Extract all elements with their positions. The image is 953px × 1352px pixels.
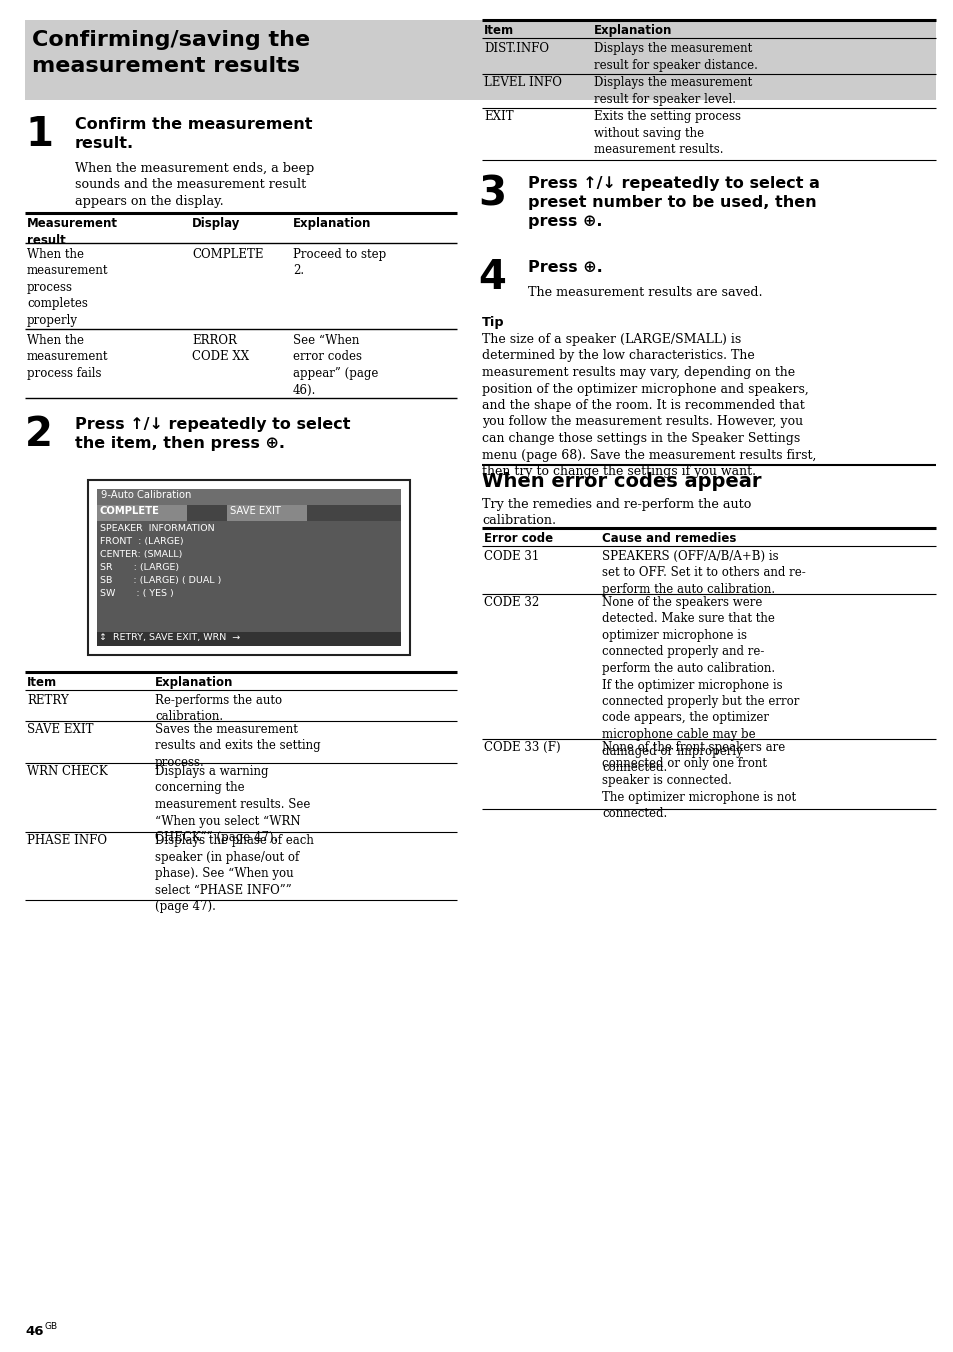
Text: 3: 3	[477, 174, 506, 214]
Text: 4: 4	[477, 258, 505, 297]
Text: Displays the measurement
result for speaker distance.: Displays the measurement result for spea…	[594, 42, 757, 72]
Text: When the
measurement
process
completes
properly: When the measurement process completes p…	[27, 247, 109, 327]
Text: WRN CHECK: WRN CHECK	[27, 765, 108, 777]
Text: SB       : (LARGE) ( DUAL ): SB : (LARGE) ( DUAL )	[100, 576, 221, 585]
Text: FRONT  : (LARGE): FRONT : (LARGE)	[100, 537, 183, 546]
Text: ↕  RETRY, SAVE EXIT, WRN  →: ↕ RETRY, SAVE EXIT, WRN →	[99, 633, 240, 642]
Text: None of the front speakers are
connected or only one front
speaker is connected.: None of the front speakers are connected…	[601, 741, 796, 821]
Text: ERROR
CODE XX: ERROR CODE XX	[192, 334, 249, 364]
Text: See “When
error codes
appear” (page
46).: See “When error codes appear” (page 46).	[293, 334, 378, 396]
Text: SW       : ( YES ): SW : ( YES )	[100, 589, 173, 598]
Text: Cause and remedies: Cause and remedies	[601, 531, 736, 545]
Text: Displays the phase of each
speaker (in phase/out of
phase). See “When you
select: Displays the phase of each speaker (in p…	[154, 834, 314, 913]
Bar	[97, 506, 400, 521]
Text: Press ↑/↓ repeatedly to select
the item, then press ⊕.: Press ↑/↓ repeatedly to select the item,…	[75, 416, 350, 452]
Text: SPEAKERS (OFF/A/B/A+B) is
set to OFF. Set it to others and re-
perform the auto : SPEAKERS (OFF/A/B/A+B) is set to OFF. Se…	[601, 550, 805, 596]
Text: Press ⊕.: Press ⊕.	[527, 260, 602, 274]
Text: 1: 1	[25, 115, 53, 155]
Text: 46: 46	[25, 1325, 44, 1338]
Text: Error code: Error code	[483, 531, 553, 545]
Text: RETRY: RETRY	[27, 694, 69, 707]
Text: GB: GB	[45, 1322, 58, 1330]
Text: Measurement
result: Measurement result	[27, 218, 118, 246]
Text: PHASE INFO: PHASE INFO	[27, 834, 107, 846]
Text: CODE 32: CODE 32	[483, 596, 538, 608]
Text: When the
measurement
process fails: When the measurement process fails	[27, 334, 109, 380]
Text: 2: 2	[25, 415, 53, 456]
Bar	[97, 506, 187, 521]
Text: EXIT: EXIT	[483, 110, 513, 123]
Text: Explanation: Explanation	[594, 24, 672, 37]
Text: CODE 31: CODE 31	[483, 550, 538, 562]
Text: The size of a speaker (LARGE/SMALL) is
determined by the low characteristics. Th: The size of a speaker (LARGE/SMALL) is d…	[481, 333, 816, 479]
Text: Explanation: Explanation	[154, 676, 233, 690]
Bar	[97, 631, 400, 646]
Text: Explanation: Explanation	[293, 218, 371, 230]
Text: CENTER: (SMALL): CENTER: (SMALL)	[100, 550, 182, 558]
Text: Press ↑/↓ repeatedly to select a
preset number to be used, then
press ⊕.: Press ↑/↓ repeatedly to select a preset …	[527, 176, 819, 230]
Text: Proceed to step
2.: Proceed to step 2.	[293, 247, 386, 277]
Text: COMPLETE: COMPLETE	[100, 506, 160, 516]
Text: LEVEL INFO: LEVEL INFO	[483, 76, 561, 89]
Text: Exits the setting process
without saving the
measurement results.: Exits the setting process without saving…	[594, 110, 740, 155]
Text: SAVE EXIT: SAVE EXIT	[230, 506, 280, 516]
Text: CODE 33 (F): CODE 33 (F)	[483, 741, 560, 754]
Bar	[97, 489, 400, 506]
Text: Item: Item	[27, 676, 57, 690]
Text: SPEAKER  INFORMATION: SPEAKER INFORMATION	[100, 525, 214, 533]
Text: Display: Display	[192, 218, 240, 230]
Text: Displays the measurement
result for speaker level.: Displays the measurement result for spea…	[594, 76, 752, 105]
Text: Saves the measurement
results and exits the setting
process.: Saves the measurement results and exits …	[154, 723, 320, 769]
Bar	[88, 480, 410, 654]
Bar	[25, 20, 935, 100]
Text: Tip: Tip	[481, 316, 504, 329]
Text: When the measurement ends, a beep
sounds and the measurement result
appears on t: When the measurement ends, a beep sounds…	[75, 162, 314, 208]
Text: When error codes appear: When error codes appear	[481, 472, 760, 491]
Bar	[97, 489, 400, 646]
Text: DIST.INFO: DIST.INFO	[483, 42, 548, 55]
Text: Confirm the measurement
result.: Confirm the measurement result.	[75, 118, 313, 151]
Text: SR       : (LARGE): SR : (LARGE)	[100, 562, 179, 572]
Bar	[227, 506, 307, 521]
Text: Try the remedies and re-perform the auto
calibration.: Try the remedies and re-perform the auto…	[481, 498, 751, 527]
Text: None of the speakers were
detected. Make sure that the
optimizer microphone is
c: None of the speakers were detected. Make…	[601, 596, 799, 773]
Text: The measurement results are saved.: The measurement results are saved.	[527, 287, 761, 299]
Text: SAVE EXIT: SAVE EXIT	[27, 723, 93, 735]
Text: Re-performs the auto
calibration.: Re-performs the auto calibration.	[154, 694, 282, 723]
Text: Item: Item	[483, 24, 514, 37]
Text: Displays a warning
concerning the
measurement results. See
“When you select “WRN: Displays a warning concerning the measur…	[154, 765, 310, 844]
Text: COMPLETE: COMPLETE	[192, 247, 263, 261]
Text: Confirming/saving the
measurement results: Confirming/saving the measurement result…	[32, 30, 310, 76]
Text: 9-Auto Calibration: 9-Auto Calibration	[101, 489, 192, 500]
